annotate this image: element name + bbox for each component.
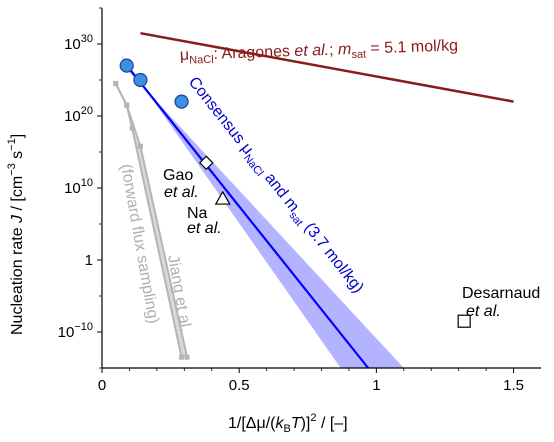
jiang-marker <box>179 354 185 360</box>
y-tick-label: 1 <box>85 252 93 269</box>
jiang-marker <box>137 143 143 149</box>
y-axis-label: Nucleation rate J / [cm−3 s−1] <box>6 134 26 335</box>
na-triangle-marker <box>214 190 231 205</box>
desarnaud-label: Desarnaud <box>462 285 540 302</box>
desarnaud-etal-label: et al. <box>466 303 501 320</box>
consensus-uncertainty-band <box>121 54 404 369</box>
gao-label: Gao <box>163 167 193 184</box>
simulation-point <box>119 58 134 73</box>
plot-area <box>113 31 514 369</box>
simulation-point <box>133 72 148 88</box>
na-label: Na <box>187 205 208 222</box>
jiang-lower-line <box>114 83 183 358</box>
gao-etal-label: et al. <box>164 184 199 201</box>
simulation-point <box>174 94 189 109</box>
y-tick-label: 10−10 <box>58 321 93 341</box>
x-tick-label: 0.5 <box>229 377 250 394</box>
jiang-band <box>115 83 188 358</box>
x-tick-label: 1 <box>372 377 380 394</box>
jiang-marker <box>124 102 130 108</box>
na-etal-label: et al. <box>187 220 222 237</box>
y-tick-label: 1020 <box>64 105 93 125</box>
gao-diamond-marker <box>198 155 214 171</box>
y-tick-label: 1010 <box>64 177 93 197</box>
jiang-marker <box>184 354 190 360</box>
jiang-marker <box>113 81 119 87</box>
aragones-label: μNaCl: Aragones et al.; msat = 5.1 mol/k… <box>180 37 459 67</box>
aragones-line <box>140 31 514 103</box>
axes: 0 0.5 1 1.5 10−10 1 1010 1020 1030 <box>58 7 541 394</box>
x-axis-label: 1/[Δμ/(kBT)]2 / [–] <box>228 412 348 435</box>
x-tick-label: 1.5 <box>503 377 524 394</box>
desarnaud-square-marker <box>457 314 471 328</box>
y-tick-label: 1030 <box>64 33 93 53</box>
ffs-label: (forward flux sampling) <box>117 163 162 325</box>
jiang-marker <box>129 125 135 131</box>
x-tick-label: 0 <box>98 377 106 394</box>
consensus-line <box>123 61 370 369</box>
